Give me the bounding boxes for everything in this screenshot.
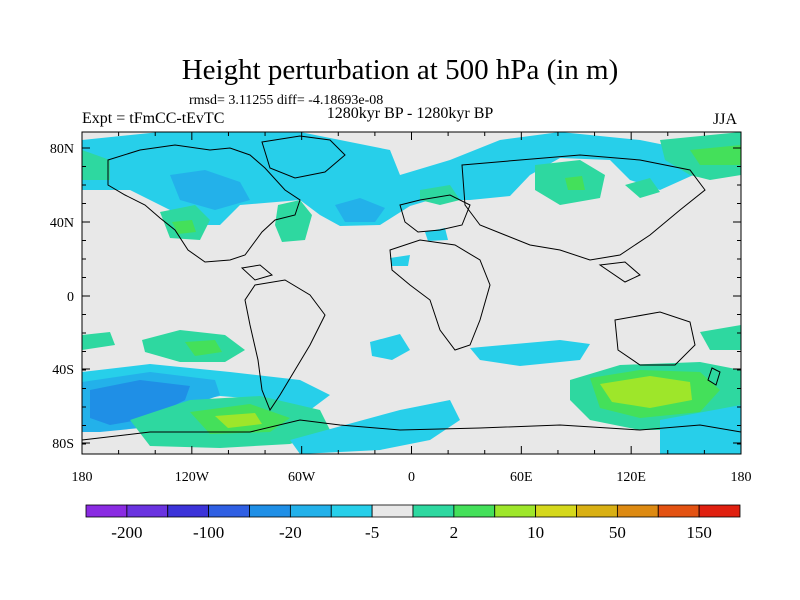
ross-sea-cyan-region xyxy=(660,405,741,454)
sahara-cyan-patch xyxy=(390,255,410,266)
y-axis: 80N 40N 0 40S 80S xyxy=(50,142,741,452)
colorbar-label: -20 xyxy=(279,523,302,542)
period-label: 1280kyr BP - 1280kyr BP xyxy=(326,105,494,122)
antarctica-outline xyxy=(82,419,741,441)
y-tick-label: 80S xyxy=(52,437,74,452)
colorbar-swatch xyxy=(453,504,496,518)
southern-indian-yellow-core xyxy=(600,376,692,408)
x-tick-label: 0 xyxy=(408,470,415,485)
north-atlantic-green-patch xyxy=(275,200,312,242)
colorbar: -200 -100 -20 -5 2 10 50 150 xyxy=(85,504,741,542)
north-america-blue-core xyxy=(170,170,250,210)
x-axis: 180 120W 60W 0 60E 120E 180 xyxy=(72,132,752,485)
australia-outline xyxy=(614,311,696,366)
x-tick-label: 120W xyxy=(175,470,210,485)
europe-outline xyxy=(399,194,471,233)
colorbar-swatch xyxy=(535,504,577,518)
west-pacific-green-patch xyxy=(82,332,115,350)
colorbar-label: -5 xyxy=(365,523,379,542)
colorbar-swatch xyxy=(208,504,250,518)
southern-pacific-dark-blue-core xyxy=(90,380,190,425)
east-asia-green-patch xyxy=(625,178,660,198)
indian-ocean-cyan-patch xyxy=(470,340,590,366)
colorbar-swatch xyxy=(289,504,332,518)
atlantic-blue-core xyxy=(335,198,385,222)
colorbar-label: 150 xyxy=(686,523,712,542)
bering-green-core xyxy=(690,145,741,165)
season-label: JJA xyxy=(713,111,738,128)
new-zealand-outline xyxy=(707,367,721,386)
colorbar-label: 2 xyxy=(450,523,459,542)
y-tick-label: 40S xyxy=(52,363,74,378)
europe-green-patch xyxy=(420,185,460,205)
colorbar-swatch xyxy=(85,504,128,518)
pacific-green-core xyxy=(172,220,196,234)
southeast-asia-outline xyxy=(598,261,641,283)
colorbar-swatch xyxy=(330,504,373,518)
antarctic-yellow-core xyxy=(215,413,262,428)
colorbar-swatch xyxy=(412,504,455,518)
x-tick-label: 60W xyxy=(288,470,316,485)
colorbar-swatch xyxy=(167,504,210,518)
africa-outline xyxy=(389,239,491,351)
alaska-green-patch xyxy=(82,150,110,180)
antarctic-cyan-region xyxy=(290,400,460,454)
colorbar-swatch xyxy=(371,504,414,518)
colorbar-swatch xyxy=(657,504,700,518)
contour-field xyxy=(82,132,741,454)
colorbar-label: -200 xyxy=(111,523,142,542)
y-tick-label: 40N xyxy=(50,216,74,231)
colorbar-swatch xyxy=(126,504,169,518)
tasman-green-patch xyxy=(700,325,741,350)
colorbar-label: 10 xyxy=(527,523,544,542)
north-america-outline xyxy=(107,144,301,263)
colorbar-swatch xyxy=(698,504,741,518)
siberia-green-core xyxy=(565,176,585,190)
stats-subtitle: rmsd= 3.11255 diff= -4.18693e-08 xyxy=(189,93,384,108)
x-tick-label: 180 xyxy=(72,470,93,485)
colorbar-swatch xyxy=(249,504,291,518)
coastlines xyxy=(82,135,741,441)
colorbar-swatch xyxy=(494,504,537,518)
asia-outline xyxy=(461,154,706,261)
central-america-outline xyxy=(240,264,274,281)
south-pacific-green-core xyxy=(185,340,222,356)
x-tick-label: 180 xyxy=(731,470,752,485)
south-america-outline xyxy=(244,279,326,412)
y-tick-label: 0 xyxy=(67,290,74,305)
y-tick-label: 80N xyxy=(50,142,74,157)
colorbar-swatch xyxy=(616,504,659,518)
colorbar-label: 50 xyxy=(609,523,626,542)
x-tick-label: 120E xyxy=(616,470,646,485)
colorbar-label: -100 xyxy=(193,523,224,542)
colorbar-swatch xyxy=(576,504,618,518)
south-atlantic-cyan-patch xyxy=(370,334,410,360)
greenland-outline xyxy=(261,135,346,179)
experiment-label: Expt = tFmCC-tEvTC xyxy=(82,110,225,127)
x-tick-label: 60E xyxy=(510,470,533,485)
plot-title: Height perturbation at 500 hPa (in m) xyxy=(181,54,619,86)
